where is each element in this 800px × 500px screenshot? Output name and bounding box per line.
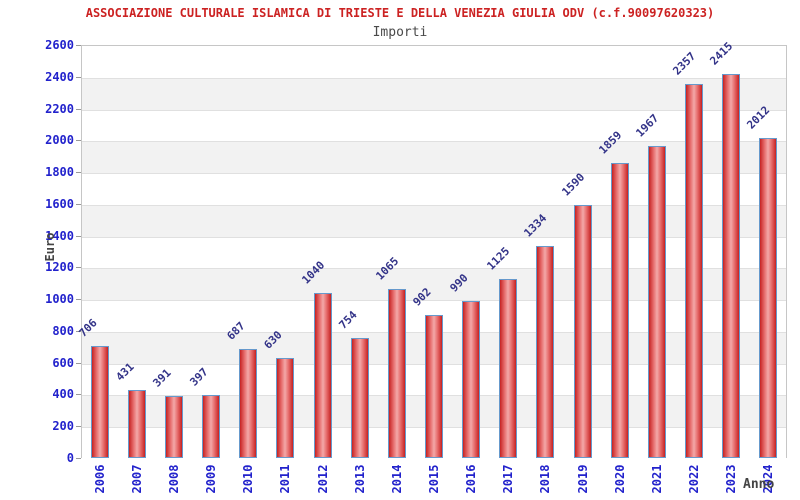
y-tick-label: 1200 [45,260,74,275]
y-tick-mark [76,140,81,142]
y-tick-mark [76,203,81,205]
x-tick-label: 2014 [389,464,404,494]
y-tick-label: 2200 [45,101,74,116]
x-tick-label: 2007 [129,464,144,494]
bar-2022 [685,83,704,458]
x-tick-label: 2018 [538,464,553,494]
plot-band [82,46,786,78]
bar-2015 [425,314,443,458]
y-tick-label: 0 [66,451,74,465]
y-tick-label: 400 [52,387,74,402]
plot-band [82,173,786,205]
y-tick-mark [76,235,81,237]
y-tick-mark [76,108,81,110]
gridline [82,205,786,206]
y-tick-mark [76,299,81,301]
plot-band [82,204,786,237]
y-tick-mark [76,45,81,46]
y-tick-mark [76,172,81,174]
x-tick-label: 2015 [427,464,441,494]
x-tick-label: 2023 [724,464,739,494]
bar-2010 [239,348,258,458]
y-tick-label: 2400 [45,69,74,84]
plot-band [82,141,786,174]
x-tick-label: 2021 [649,464,664,494]
gridline [82,173,786,174]
bar-2018 [536,246,555,458]
bar-2014 [387,288,406,458]
y-tick-mark [76,426,81,428]
x-tick-label: 2010 [241,464,256,494]
y-tick-mark [76,458,81,459]
bar-2020 [610,162,629,458]
plot-band [82,77,786,110]
x-tick-label: 2017 [501,464,516,494]
bar-2006 [90,345,109,458]
y-tick-label: 2000 [45,133,74,148]
plot-band [82,236,786,269]
plot-band [82,109,786,142]
x-tick-label: 2012 [315,464,330,494]
gridline [82,78,786,79]
x-axis-title: Anno [743,477,775,492]
y-tick-label: 1800 [45,165,74,180]
bar-2011 [276,357,295,458]
gridline [82,300,786,301]
gridline [82,110,786,111]
bar-2009 [202,394,221,458]
gridline [82,268,786,269]
bar-2024 [759,138,778,458]
x-tick-label: 2019 [575,464,590,494]
y-tick-mark [76,362,81,364]
bar-2013 [350,338,369,458]
y-tick-mark [76,394,81,396]
x-tick-label: 2020 [612,464,627,494]
x-tick-label: 2022 [687,464,702,494]
bar-2019 [573,205,592,458]
x-tick-label: 2016 [464,464,479,494]
y-tick-label: 2600 [45,38,74,52]
x-tick-label: 2008 [166,464,181,494]
y-axis-title: Euro [43,232,57,262]
y-tick-label: 600 [52,355,74,370]
y-tick-label: 1400 [45,228,74,243]
y-tick-mark [76,330,81,332]
x-tick-label: 2009 [204,464,219,494]
bar-2017 [499,279,518,458]
plot-band [82,268,786,301]
y-tick-mark [76,76,81,78]
x-tick-label: 2006 [92,464,107,494]
plot-area [81,45,787,459]
x-tick-label: 2013 [352,464,367,494]
gridline [82,237,786,238]
chart-title: ASSOCIAZIONE CULTURALE ISLAMICA DI TRIES… [85,6,715,20]
gridline [82,141,786,142]
bar-2008 [164,395,183,458]
y-tick-label: 200 [52,419,74,434]
bar-2016 [462,300,481,458]
y-tick-label: 800 [52,323,74,338]
bar-2007 [127,389,146,458]
chart-subtitle: Importi [372,25,428,40]
bar-2012 [313,292,332,458]
y-tick-mark [76,267,81,269]
bar-2023 [722,74,741,458]
x-tick-label: 2011 [278,464,293,494]
y-tick-label: 1600 [45,196,74,211]
y-tick-label: 1000 [45,292,74,307]
bar-2021 [647,145,666,458]
